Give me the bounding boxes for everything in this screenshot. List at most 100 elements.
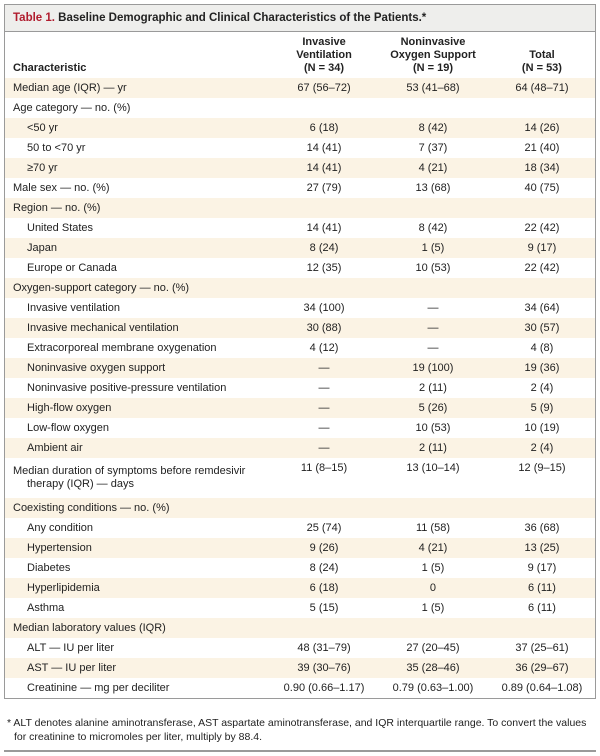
row-label: AST — IU per liter [5,658,271,678]
cell-value: 10 (19) [524,421,560,434]
cell-value: 5 (15) [309,601,339,614]
cell-value: 10 (53) [415,421,451,434]
cell-value: 6 (11) [488,578,595,598]
table-row: Asthma 5 (15) 1 (5) 6 (11) [5,598,595,618]
table-row: ALT — IU per liter 48 (31–79) 27 (20–45) 37… [5,638,595,658]
cell-value [271,618,378,638]
row-label-text: Median laboratory values (IQR) [13,621,166,634]
row-label-text: Hypertension [27,541,92,554]
cell-value: 7 (37) [418,141,448,154]
row-label: ≥70 yr [5,158,271,178]
cell-value [489,98,595,118]
cell-value: 11 (58) [415,521,450,534]
table-row: ≥70 yr 14 (41) 4 (21) 18 (34) [5,158,595,178]
cell-value: — [318,381,330,394]
row-label: ALT — IU per liter [5,638,271,658]
row-label-text: Europe or Canada [27,261,117,274]
cell-value: 13 (68) [415,181,451,194]
cell-value: 6 (11) [527,601,556,614]
table-row: Median laboratory values (IQR) [5,618,595,638]
row-label: Creatinine — mg per deciliter [5,678,271,698]
cell-value: 37 (25–61) [515,641,569,654]
cell-value [377,498,489,518]
row-label: Noninvasive oxygen support [5,358,271,378]
row-label: Hyperlipidemia [5,578,271,598]
column-header-line: (N = 53) [521,62,562,74]
cell-value [488,618,595,638]
cell-value [488,198,595,218]
cell-value: 0.79 (0.63–1.00) [392,681,474,694]
cell-value: 18 (34) [488,158,595,178]
table-row: Noninvasive oxygen support —19 (100) 19 (3… [5,358,595,378]
row-label: Europe or Canada [5,258,271,278]
cell-value: — [271,358,378,378]
table-title-text: Baseline Demographic and Clinical Charac… [58,12,427,24]
row-label-text: Ambient air [27,441,83,454]
table-row: Creatinine — mg per deciliter 0.90 (0.66–… [5,678,595,698]
table-row: Invasive ventilation 34 (100) — 34 (64) [5,298,595,318]
cell-value: — [427,301,439,314]
row-label: Any condition [5,518,271,538]
cell-value [377,618,489,638]
row-label: 50 to <70 yr [5,138,271,158]
column-header: Characteristic [13,62,87,74]
row-label-text: ALT — IU per liter [27,641,115,654]
cell-value: 19 (36) [488,358,595,378]
cell-value: 13 (10–14) [406,462,460,474]
cell-value: 2 (11) [419,381,447,394]
footnote: * ALT denotes alanine aminotransferase, … [7,717,587,743]
row-label: Japan [5,238,271,258]
cell-value: 12 (9–15) [518,462,566,474]
row-label-text: Invasive mechanical ventilation [27,321,179,334]
row-label-text: Japan [27,241,57,254]
row-label: Noninvasive positive-pressure ventilatio… [5,378,271,398]
cell-value: 8 (42) [377,118,489,138]
cell-value: 0 [377,578,489,598]
cell-value: 19 (100) [377,358,489,378]
table-row: Region — no. (%) [5,198,595,218]
cell-value: 22 (42) [524,261,560,274]
cell-value: 4 (21) [377,158,489,178]
cell-value: 1 (5) [377,238,489,258]
cell-value: 6 (18) [271,578,378,598]
row-label: Region — no. (%) [5,198,271,218]
row-label: Ambient air [5,438,271,458]
row-label: Invasive mechanical ventilation [5,318,271,338]
row-label: Hypertension [5,538,271,558]
table-row: Hypertension 9 (26) 4 (21) 13 (25) [5,538,595,558]
table-row: Median duration of symptoms before remde… [5,458,595,498]
row-label: Asthma [5,598,271,618]
cell-value: 30 (88) [271,318,378,338]
cell-value [377,198,489,218]
row-label: Age category — no. (%) [5,98,271,118]
cell-value: — [427,341,439,354]
table-row: AST — IU per liter 39 (30–76) 35 (28–46) 36… [5,658,595,678]
cell-value: 21 (40) [524,141,560,154]
cell-value: 14 (41) [306,221,342,234]
characteristics-table: Characteristic Invasive Ventilation (N = 34… [5,32,595,698]
column-header-line: Oxygen Support [390,49,476,61]
table-row: High-flow oxygen —5 (26) 5 (9) [5,398,595,418]
column-header-line: (N = 19) [412,62,453,74]
row-label-text: Creatinine — mg per deciliter [27,681,170,694]
row-label-text: Any condition [27,521,94,534]
cell-value: 27 (79) [306,181,342,194]
row-label: Median duration of symptoms before remde… [5,458,271,498]
table-row: Low-flow oxygen — 10 (53) 10 (19) [5,418,595,438]
table-row: Median age (IQR) — yr 67 (56–72) 53 (41–68… [5,78,595,98]
cell-value: 5 (9) [488,398,595,418]
cell-value: 9 (17) [488,238,595,258]
cell-value: 64 (48–71) [488,78,595,98]
table-number: Table 1. [13,12,55,24]
row-label-text: ≥70 yr [27,161,58,174]
cell-value: 5 (26) [377,398,489,418]
row-label: <50 yr [5,118,271,138]
cell-value: 2 (4) [488,438,595,458]
row-label-text: Diabetes [27,561,71,574]
cell-value [488,498,595,518]
cell-value: 36 (29–67) [488,658,595,678]
row-label: Diabetes [5,558,271,578]
row-label-text: Region — no. (%) [13,201,101,214]
cell-value: 14 (41) [271,158,378,178]
